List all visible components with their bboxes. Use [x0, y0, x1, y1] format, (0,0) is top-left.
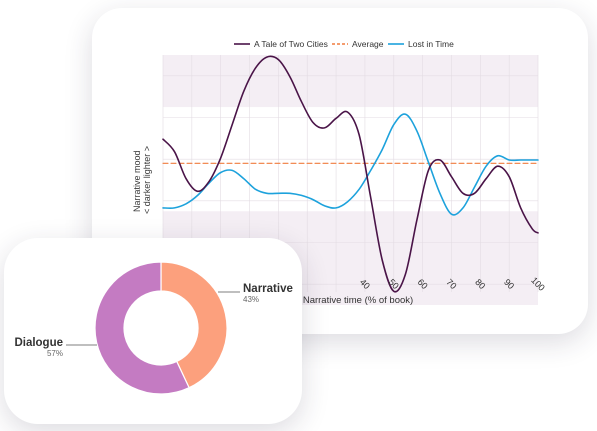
narrative-percent: 43% — [243, 295, 259, 304]
series-line-lost-in-time — [162, 113, 539, 216]
donut-slice-narrative — [160, 261, 228, 389]
dialogue-label: Dialogue — [14, 337, 63, 349]
narrative-label: Narrative — [243, 283, 293, 295]
lighter-mood-band — [163, 54, 538, 108]
svg-text:Narrative mood < darker: Narrative mood < darker lighter > — [132, 146, 152, 214]
legend-label-a-tale-of-two-cities: A Tale of Two Cities — [254, 39, 328, 49]
series-line-a-tale-of-two-cities — [162, 55, 539, 293]
legend-label-lost-in-time: Lost in Time — [408, 39, 454, 49]
y-axis-label-line1: Narrative mood — [132, 150, 142, 212]
dialogue-percent: 57% — [47, 349, 63, 358]
donut-slices — [94, 261, 228, 395]
donut-slice-dialogue — [94, 261, 190, 395]
legend-label-average: Average — [352, 39, 384, 49]
x-axis-label: Narrative time (% of book) — [303, 295, 413, 306]
chart-legend: A Tale of Two Cities Average Lost in Time — [234, 39, 454, 49]
y-axis-label-line2: < darker lighter > — [142, 146, 152, 214]
series-lines — [162, 55, 539, 293]
